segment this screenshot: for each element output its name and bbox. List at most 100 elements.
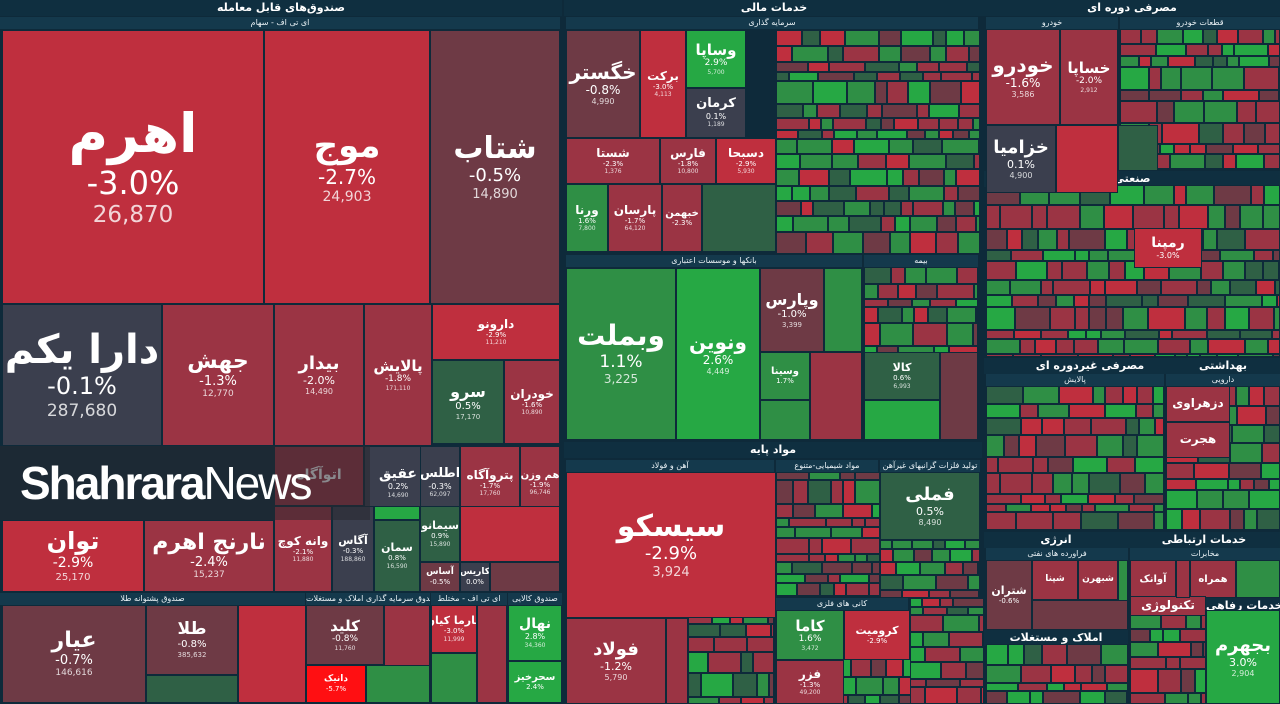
mini-ticker-tile[interactable] bbox=[1120, 56, 1139, 67]
mini-ticker-tile[interactable] bbox=[949, 632, 983, 647]
mini-ticker-tile[interactable] bbox=[1008, 644, 1024, 665]
mini-ticker-tile[interactable] bbox=[899, 62, 917, 72]
mini-ticker-tile[interactable] bbox=[986, 418, 1021, 435]
mini-ticker-tile[interactable] bbox=[776, 30, 802, 46]
mini-ticker-tile[interactable] bbox=[883, 677, 899, 695]
mini-ticker-tile[interactable] bbox=[916, 284, 937, 299]
mini-ticker-tile[interactable] bbox=[813, 81, 847, 104]
mini-ticker-tile[interactable] bbox=[1115, 494, 1134, 504]
mini-ticker-tile[interactable] bbox=[1203, 229, 1217, 250]
mini-ticker-tile[interactable] bbox=[1080, 691, 1105, 704]
mini-ticker-tile[interactable] bbox=[1038, 295, 1056, 307]
mini-ticker-tile[interactable] bbox=[974, 154, 980, 169]
mini-ticker-tile[interactable] bbox=[1275, 29, 1280, 44]
stock-tile[interactable]: خزامیا 0.1% 4,900 bbox=[986, 125, 1056, 193]
mini-ticker-tile[interactable] bbox=[808, 62, 829, 72]
mini-ticker-tile[interactable] bbox=[942, 139, 979, 154]
mini-ticker-tile[interactable] bbox=[834, 130, 857, 139]
mini-ticker-tile[interactable] bbox=[1225, 205, 1240, 229]
mini-ticker-tile[interactable] bbox=[890, 232, 910, 254]
mini-ticker-tile[interactable] bbox=[960, 679, 984, 687]
mini-ticker-tile[interactable] bbox=[912, 299, 930, 307]
mini-ticker-tile[interactable] bbox=[1195, 669, 1206, 693]
mini-ticker-tile[interactable] bbox=[1033, 457, 1048, 473]
mini-ticker-tile[interactable] bbox=[1089, 307, 1106, 330]
mini-ticker-tile[interactable] bbox=[688, 637, 714, 652]
mini-ticker-tile[interactable] bbox=[828, 46, 843, 62]
mini-ticker-tile[interactable] bbox=[1194, 463, 1229, 479]
mini-ticker-tile[interactable] bbox=[1264, 154, 1280, 169]
mini-ticker-tile[interactable] bbox=[1101, 330, 1125, 339]
mini-ticker-tile[interactable] bbox=[1107, 457, 1135, 473]
mini-ticker-tile[interactable] bbox=[1023, 386, 1059, 404]
mini-ticker-tile[interactable] bbox=[961, 81, 980, 104]
mini-ticker-tile[interactable] bbox=[1095, 504, 1129, 512]
mini-ticker-tile[interactable] bbox=[1007, 229, 1022, 250]
mini-ticker-tile[interactable] bbox=[833, 118, 866, 130]
mini-ticker-tile[interactable] bbox=[776, 538, 809, 554]
mini-ticker-tile[interactable] bbox=[986, 261, 1016, 280]
mini-ticker-tile[interactable] bbox=[1118, 512, 1154, 530]
mini-ticker-tile[interactable] bbox=[986, 473, 1000, 494]
mini-ticker-tile[interactable] bbox=[986, 504, 1006, 512]
mini-ticker-tile[interactable] bbox=[1130, 642, 1158, 657]
mini-ticker-tile[interactable] bbox=[1249, 490, 1280, 509]
stock-tile[interactable]: خودرو -1.6% 3,586 bbox=[986, 29, 1060, 125]
mini-ticker-tile[interactable] bbox=[1149, 67, 1161, 90]
mini-ticker-tile[interactable] bbox=[688, 673, 701, 697]
mini-ticker-tile[interactable] bbox=[840, 104, 867, 118]
mini-ticker-tile[interactable] bbox=[1214, 185, 1251, 205]
mini-ticker-tile[interactable] bbox=[800, 154, 832, 169]
mini-ticker-tile[interactable] bbox=[1264, 425, 1280, 443]
mini-ticker-tile[interactable] bbox=[1007, 691, 1030, 704]
mini-ticker-tile[interactable] bbox=[1120, 101, 1157, 123]
mini-ticker-tile[interactable] bbox=[1191, 642, 1203, 657]
mini-ticker-tile[interactable] bbox=[1091, 418, 1126, 435]
mini-ticker-tile[interactable] bbox=[806, 232, 833, 254]
mini-ticker-tile[interactable] bbox=[1251, 185, 1264, 205]
mini-ticker-tile[interactable] bbox=[880, 590, 902, 598]
mini-ticker-tile[interactable] bbox=[776, 201, 801, 216]
mini-ticker-tile[interactable] bbox=[1268, 44, 1280, 56]
mini-ticker-tile[interactable] bbox=[843, 480, 855, 504]
mini-ticker-tile[interactable] bbox=[1180, 657, 1206, 669]
mini-ticker-tile[interactable] bbox=[799, 169, 829, 186]
mini-ticker-tile[interactable] bbox=[1061, 494, 1088, 504]
mini-ticker-tile[interactable] bbox=[1098, 339, 1124, 354]
mini-ticker-tile[interactable] bbox=[1041, 280, 1053, 295]
mini-ticker-tile[interactable] bbox=[919, 169, 944, 186]
stock-tile[interactable]: وپارس -1.0% 3,399 bbox=[760, 268, 824, 352]
mini-ticker-tile[interactable] bbox=[863, 232, 890, 254]
mini-ticker-tile[interactable] bbox=[1000, 205, 1032, 229]
mini-ticker-tile[interactable] bbox=[1245, 261, 1263, 280]
mini-ticker-tile[interactable] bbox=[1240, 330, 1272, 339]
mini-ticker-tile[interactable] bbox=[714, 637, 747, 652]
mini-ticker-tile[interactable] bbox=[793, 216, 828, 232]
mini-ticker-tile[interactable] bbox=[1120, 29, 1141, 44]
mini-ticker-tile[interactable] bbox=[957, 687, 981, 704]
mini-ticker-tile[interactable] bbox=[776, 574, 805, 583]
mini-ticker-tile[interactable] bbox=[877, 130, 907, 139]
mini-ticker-tile[interactable] bbox=[776, 216, 793, 232]
mini-ticker-tile[interactable] bbox=[1164, 205, 1179, 229]
mini-ticker-tile[interactable] bbox=[1244, 509, 1257, 530]
mini-ticker-tile[interactable] bbox=[1105, 404, 1136, 418]
mini-ticker-tile[interactable] bbox=[973, 323, 978, 346]
stock-tile[interactable]: نارنج اهرم -2.4% 15,237 bbox=[144, 520, 274, 592]
mini-ticker-tile[interactable] bbox=[1064, 683, 1081, 691]
mini-ticker-tile[interactable] bbox=[1225, 295, 1262, 307]
mini-ticker-tile[interactable] bbox=[1154, 504, 1164, 512]
mini-ticker-tile[interactable] bbox=[958, 232, 980, 254]
mini-ticker-tile[interactable] bbox=[798, 130, 822, 139]
mini-ticker-tile[interactable] bbox=[851, 538, 880, 554]
stock-tile[interactable]: همراه bbox=[1190, 560, 1236, 598]
mini-ticker-tile[interactable] bbox=[1051, 665, 1075, 683]
mini-ticker-tile[interactable] bbox=[1041, 330, 1068, 339]
mini-ticker-tile[interactable] bbox=[1153, 386, 1164, 404]
mini-ticker-tile[interactable] bbox=[972, 549, 980, 562]
mini-ticker-tile[interactable] bbox=[1031, 504, 1050, 512]
mini-ticker-tile[interactable] bbox=[1072, 473, 1089, 494]
mini-ticker-tile[interactable] bbox=[862, 527, 880, 538]
mini-ticker-tile[interactable] bbox=[1139, 418, 1155, 435]
mini-ticker-tile[interactable] bbox=[964, 30, 980, 46]
